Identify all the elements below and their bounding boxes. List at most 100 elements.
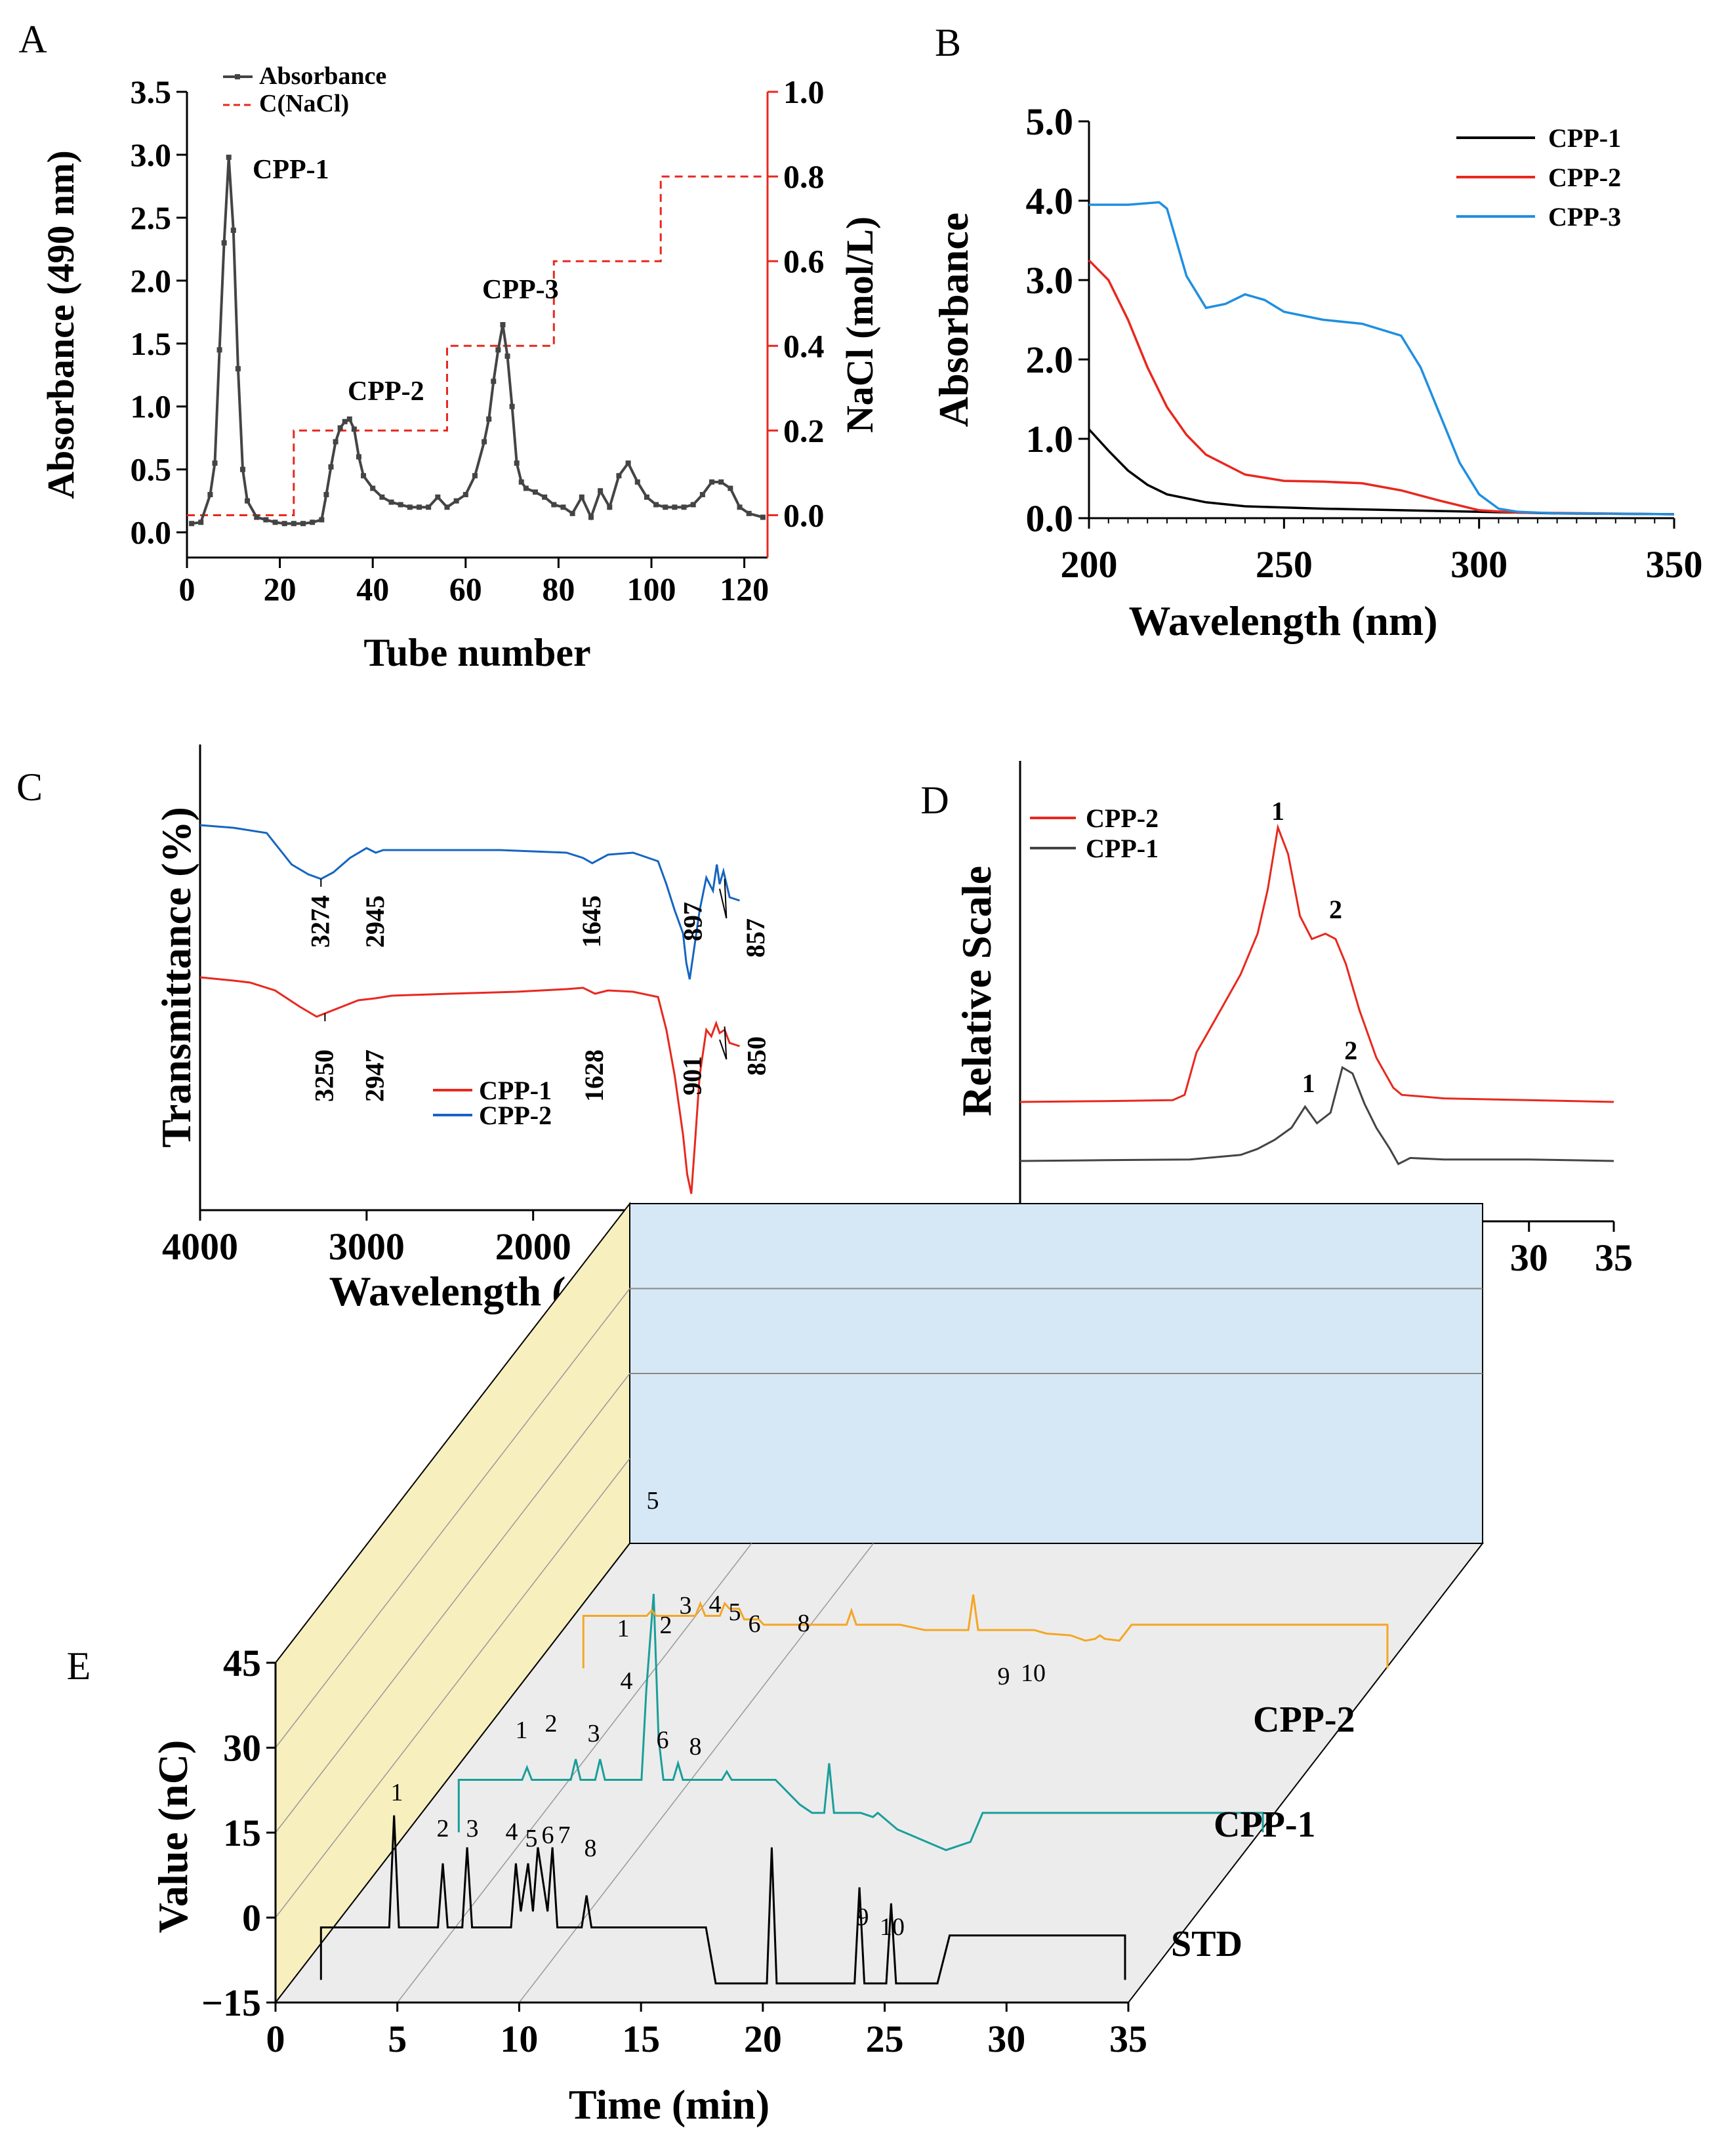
- series-label: STD: [1171, 1924, 1242, 1964]
- y2-axis-label: NaCl (mol/L): [838, 216, 881, 433]
- y2-tick-label: 0.4: [783, 327, 825, 364]
- left-gridline: [275, 1458, 630, 1918]
- cpp2-peak-label: 3: [680, 1592, 692, 1619]
- panel-label: C: [16, 765, 43, 809]
- cpp1-peak-label: 1: [516, 1717, 528, 1744]
- y-tick-label: 3.0: [131, 136, 172, 173]
- x-tick-label: 250: [1256, 543, 1313, 586]
- std-peak-label: 4: [506, 1818, 518, 1846]
- peak-label: 2: [1329, 895, 1342, 924]
- absorbance-point: [728, 485, 733, 491]
- peak-label-cpp2: 2945: [360, 895, 390, 948]
- absorbance-point: [281, 521, 287, 527]
- absorbance-point: [625, 460, 631, 466]
- x-tick-label: 2000: [495, 1225, 571, 1268]
- peak-label-cpp1: 3250: [309, 1049, 339, 1102]
- absorbance-point: [388, 499, 394, 505]
- peak-label: 2: [1344, 1036, 1357, 1065]
- peak-arrow: [724, 878, 728, 919]
- absorbance-point: [663, 504, 668, 510]
- peak-label-cpp2: 897: [678, 902, 708, 941]
- absorbance-point: [342, 418, 348, 424]
- cpp1-peak-label: 4: [621, 1667, 633, 1695]
- cpp2-peak-label: 6: [749, 1610, 761, 1638]
- absorbance-point: [462, 492, 468, 498]
- y-axis-label: Transmittance (%): [153, 807, 199, 1148]
- y-tick-label: 2.0: [1026, 338, 1074, 381]
- y-axis-label: Value (nC): [150, 1740, 196, 1934]
- peak-label-cpp2: 3274: [305, 895, 335, 948]
- absorbance-point: [337, 425, 343, 431]
- std-peak-label: 5: [525, 1825, 538, 1852]
- absorbance-point: [300, 521, 306, 527]
- peak-label-cpp1: 901: [678, 1056, 707, 1095]
- y-axis-label: Absorbance: [930, 213, 977, 427]
- cpp2-peak-label: 2: [660, 1612, 672, 1639]
- absorbance-point: [472, 473, 478, 479]
- absorbance-point: [212, 460, 218, 466]
- x-tick-label: 100: [627, 571, 676, 607]
- series-label: CPP-2: [1253, 1699, 1355, 1740]
- absorbance-point: [760, 514, 766, 520]
- legend-label-cpp2: CPP-2: [1086, 803, 1159, 833]
- absorbance-point: [453, 498, 459, 504]
- y-tick-label: 0: [242, 1897, 261, 1940]
- series-line-cpp2: [1019, 823, 1614, 1103]
- cpp2-peak-label: 10: [1021, 1659, 1046, 1687]
- x-tick-label: 3000: [329, 1225, 405, 1268]
- absorbance-point: [221, 240, 227, 246]
- series-line-cpp-1: [199, 976, 740, 1194]
- absorbance-point: [616, 473, 622, 479]
- absorbance-point: [491, 378, 497, 384]
- y-axis-label: Absorbance (490 nm): [39, 150, 82, 499]
- y2-tick-label: 0.6: [783, 243, 825, 279]
- std-peak-label: 3: [466, 1815, 479, 1842]
- x-tick-label: 60: [449, 571, 482, 607]
- cpp1-peak-label: 8: [689, 1733, 702, 1760]
- absorbance-point: [569, 510, 575, 516]
- absorbance-point: [351, 426, 357, 432]
- legend-label-cpp1: CPP-1: [1086, 834, 1159, 863]
- absorbance-point: [699, 492, 705, 498]
- y-tick-label: 0.5: [131, 451, 172, 488]
- absorbance-point: [607, 504, 613, 510]
- y2-tick-label: 0.0: [783, 497, 825, 533]
- absorbance-point: [207, 492, 213, 498]
- absorbance-point: [407, 504, 413, 510]
- x-tick-label: 350: [1646, 543, 1703, 586]
- series-line-cpp-2: [1088, 259, 1675, 516]
- absorbance-point: [263, 517, 269, 523]
- series-line-cpp-3: [1089, 201, 1675, 516]
- y-tick-label: 15: [223, 1812, 261, 1854]
- absorbance-point: [518, 479, 524, 485]
- panel-label: E: [67, 1644, 91, 1688]
- y-tick-label: 4.0: [1026, 180, 1074, 222]
- left-gridline: [275, 1373, 630, 1833]
- absorbance-point: [495, 347, 501, 353]
- y-tick-label: 5.0: [1026, 100, 1074, 143]
- legend-label: CPP-3: [1548, 202, 1621, 232]
- legend-label-cpp1: CPP-1: [479, 1076, 552, 1105]
- absorbance-point: [272, 519, 278, 525]
- absorbance-point: [254, 514, 260, 520]
- cpp2-peak-label: 4: [709, 1591, 722, 1618]
- cpp2-peak-label: 9: [998, 1663, 1010, 1690]
- peak-label-cpp1: 2947: [359, 1049, 389, 1102]
- absorbance-series-line: [191, 157, 764, 525]
- panel-label: D: [920, 779, 949, 822]
- absorbance-point: [198, 519, 204, 525]
- absorbance-point: [514, 460, 520, 466]
- cpp1-peak-label: 2: [545, 1710, 558, 1738]
- absorbance-point: [226, 154, 232, 160]
- x-tick-label: 30: [1510, 1236, 1548, 1279]
- absorbance-point: [398, 502, 403, 508]
- panel-label: A: [18, 18, 47, 61]
- cpp1-peak-label: 5: [647, 1487, 659, 1515]
- absorbance-point: [216, 347, 222, 353]
- peak-arrow: [719, 1039, 728, 1060]
- cpp2-peak-label: 5: [729, 1598, 741, 1626]
- x-tick-label: 35: [1109, 2018, 1147, 2060]
- legend-nacl-label: C(NaCl): [259, 90, 349, 117]
